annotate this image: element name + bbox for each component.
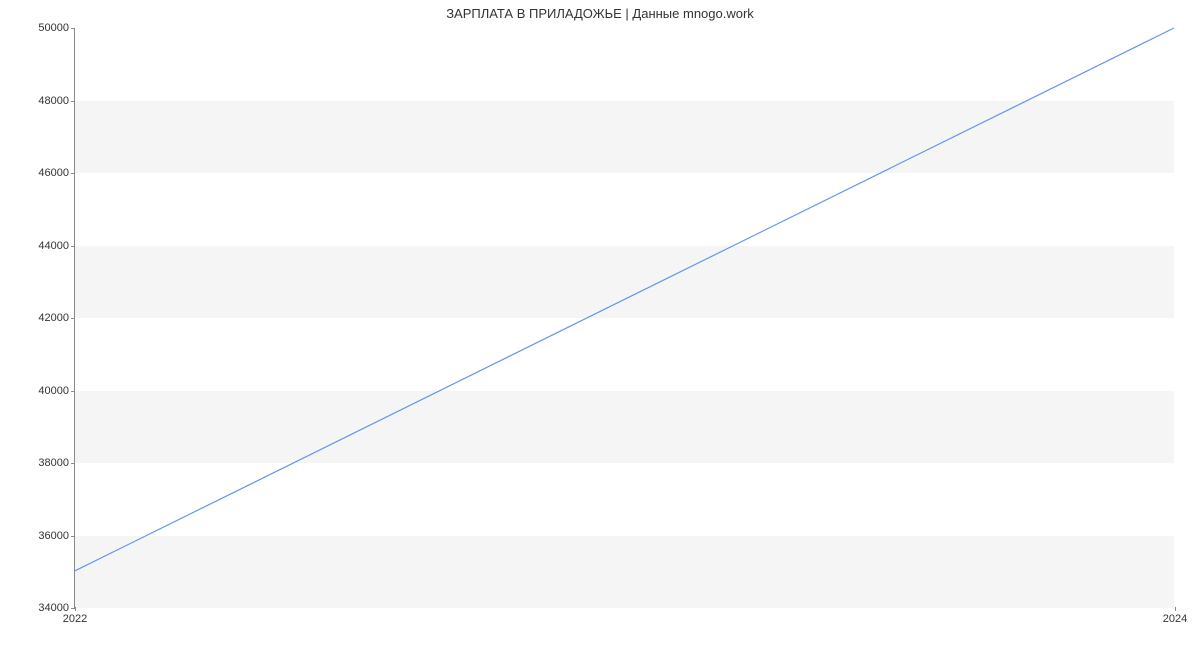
y-axis-tick-label: 44000 [38, 240, 69, 252]
y-axis-tick-mark [71, 536, 75, 537]
y-axis-tick-label: 48000 [38, 95, 69, 107]
x-axis-tick-label: 2022 [63, 613, 87, 625]
x-axis-tick-mark [75, 607, 76, 611]
y-axis-tick-label: 42000 [38, 312, 69, 324]
y-axis-tick-label: 40000 [38, 385, 69, 397]
y-axis-tick-label: 36000 [38, 530, 69, 542]
y-axis-tick-mark [71, 391, 75, 392]
series-salary [75, 28, 1174, 571]
x-axis-tick-label: 2024 [1163, 613, 1187, 625]
salary-line-chart: ЗАРПЛАТА В ПРИЛАДОЖЬЕ | Данные mnogo.wor… [0, 0, 1200, 650]
y-axis-tick-mark [71, 463, 75, 464]
plot-area: 3400036000380004000042000440004600048000… [74, 28, 1174, 608]
y-axis-tick-label: 38000 [38, 457, 69, 469]
y-axis-tick-label: 46000 [38, 167, 69, 179]
y-axis-tick-mark [71, 101, 75, 102]
y-axis-tick-mark [71, 318, 75, 319]
chart-title: ЗАРПЛАТА В ПРИЛАДОЖЬЕ | Данные mnogo.wor… [0, 6, 1200, 21]
x-axis-tick-mark [1175, 607, 1176, 611]
y-axis-tick-mark [71, 246, 75, 247]
line-series [75, 28, 1174, 607]
y-axis-tick-mark [71, 173, 75, 174]
y-axis-tick-label: 50000 [38, 22, 69, 34]
y-axis-tick-mark [71, 28, 75, 29]
